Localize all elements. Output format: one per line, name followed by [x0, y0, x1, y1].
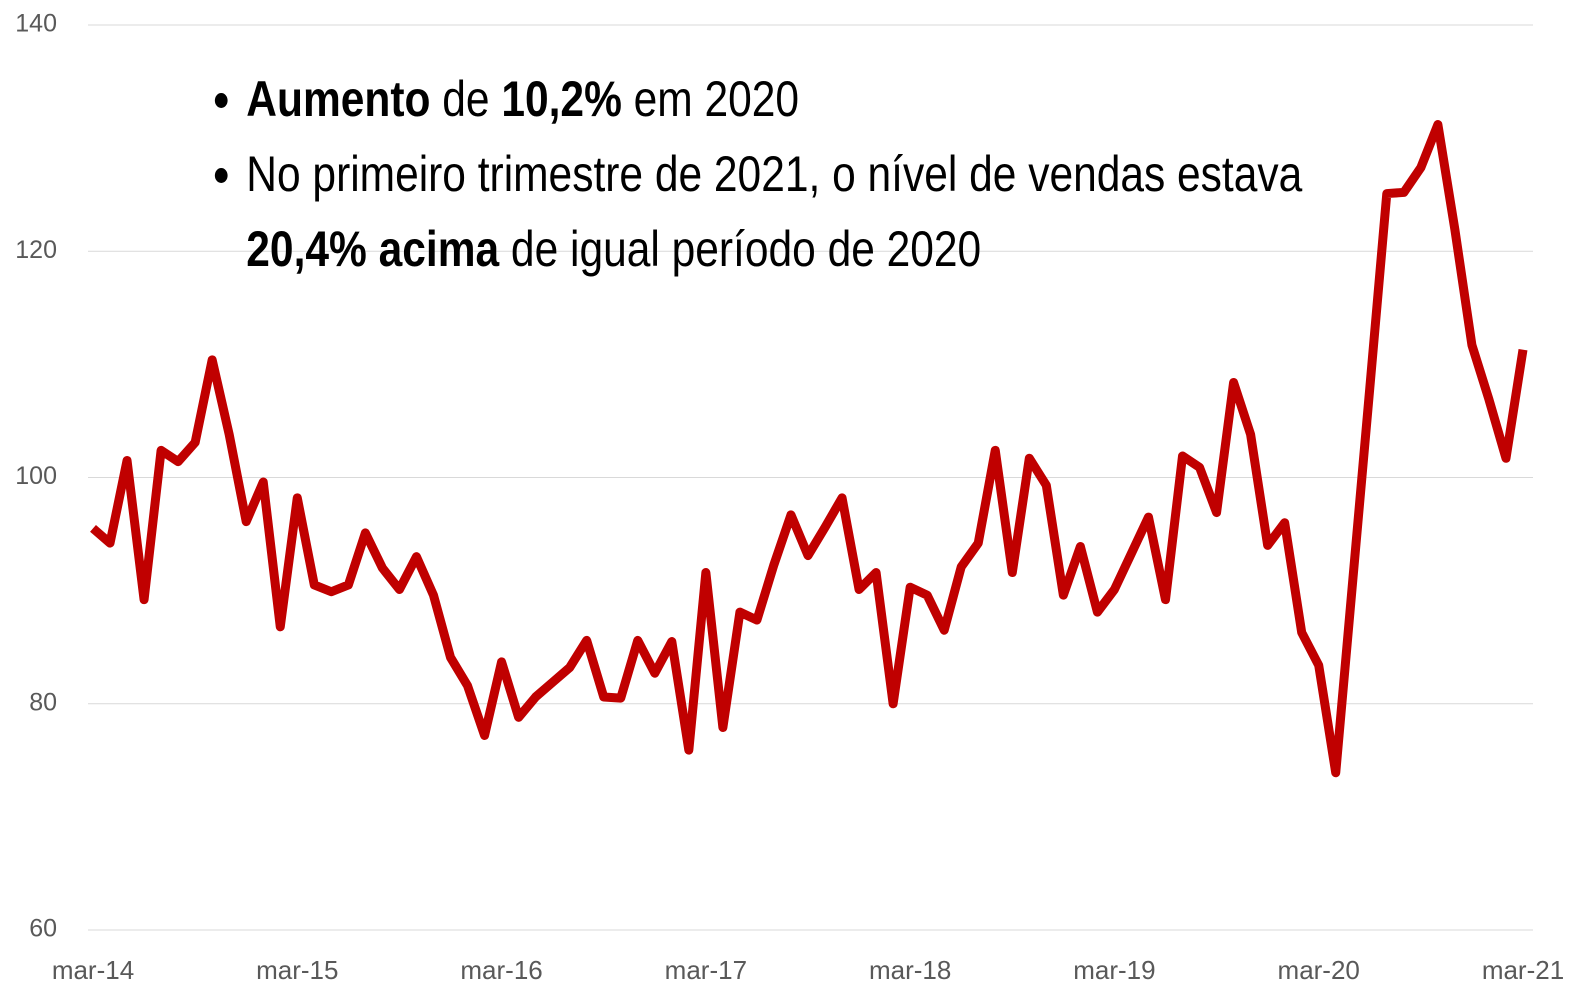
- data-line: [90, 120, 1528, 778]
- annotation-text: em 2020: [621, 71, 800, 127]
- annotation: No primeiro trimestre de 2021, o nível d…: [246, 137, 1343, 287]
- x-tick-label: mar-15: [256, 955, 338, 985]
- y-tick-label: 60: [29, 915, 57, 943]
- x-tick-label: mar-20: [1278, 955, 1360, 985]
- x-tick-label: mar-16: [460, 955, 542, 985]
- annotation-text: 20,4% acima: [246, 221, 500, 277]
- annotation-text: 10,2%: [501, 71, 622, 127]
- x-tick-label: mar-19: [1073, 955, 1155, 985]
- x-tick-label: mar-17: [665, 955, 747, 985]
- annotations: Aumento de 10,2% em 2020 No primeiro trim…: [180, 62, 1343, 287]
- annotation-text: de igual período de 2020: [499, 221, 982, 277]
- x-tick-label: mar-14: [52, 955, 134, 985]
- x-tick-label: mar-18: [869, 955, 951, 985]
- y-tick-label: 100: [15, 462, 57, 490]
- y-tick-label: 140: [15, 10, 57, 38]
- annotation-text: No primeiro trimestre de 2021, o nível d…: [246, 146, 1315, 202]
- x-tick-label: mar-21: [1482, 955, 1564, 985]
- y-tick-label: 120: [15, 236, 57, 264]
- annotation-text: de: [430, 71, 502, 127]
- y-tick-label: 80: [29, 688, 57, 716]
- annotation-text: Aumento: [246, 71, 431, 127]
- annotation: Aumento de 10,2% em 2020: [246, 62, 1343, 137]
